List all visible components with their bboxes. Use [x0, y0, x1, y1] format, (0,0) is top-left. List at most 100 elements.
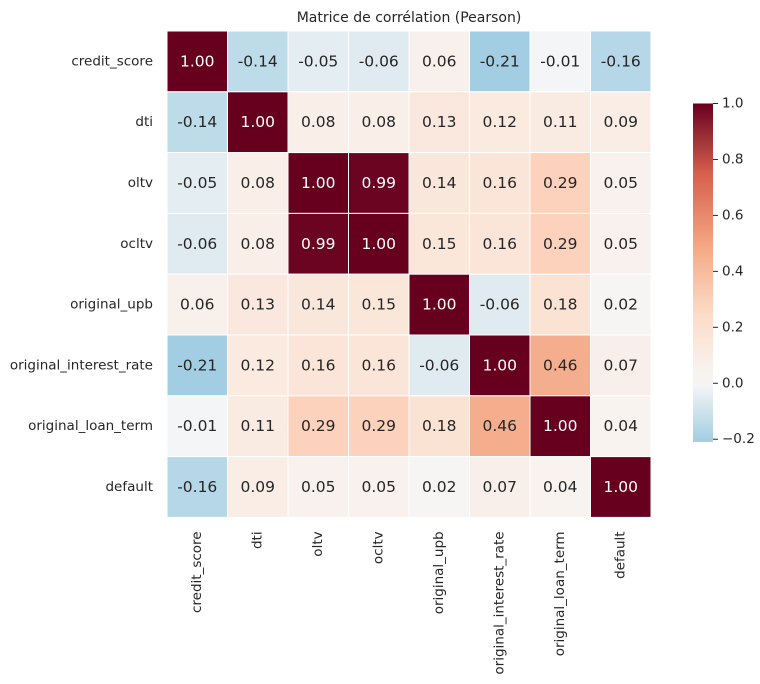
cell-value-label: -0.06 [480, 296, 520, 314]
heatmap-cell-ocltv-original_loan_term [529, 212, 591, 275]
heatmap-cell-credit_score-oltv [287, 30, 349, 93]
heatmap-cell-original_loan_term-default [590, 395, 652, 458]
column-label-ocltv: ocltv [371, 531, 387, 564]
cell-value-label: -0.16 [601, 52, 641, 70]
cell-value-label: 0.05 [603, 174, 638, 192]
row-label-ocltv: ocltv [120, 236, 153, 252]
cell-value-label: 0.08 [240, 174, 275, 192]
colorbar-tick-label: −0.2 [722, 431, 755, 447]
column-label-default: default [613, 531, 629, 579]
heatmap-cell-oltv-oltv [287, 152, 349, 214]
cell-value-label: 0.06 [180, 296, 215, 314]
heatmap-cell-default-credit_score [166, 456, 228, 518]
heatmap-cell-original_loan_term-oltv [287, 395, 349, 458]
chart-title: Matrice de corrélation (Pearson) [297, 10, 522, 26]
heatmap-cell-original_interest_rate-default [590, 334, 652, 397]
heatmap-cell-dti-ocltv [348, 91, 410, 154]
cell-value-label: -0.05 [177, 174, 217, 192]
cell-value-label: 1.00 [603, 478, 638, 496]
heatmap-cell-original_interest_rate-dti [227, 334, 289, 397]
heatmap-cell-original_upb-original_upb [408, 273, 470, 336]
cell-value-label: 0.29 [543, 174, 578, 192]
colorbar-tick-label: 0.4 [722, 263, 743, 279]
colorbar-ticks: −0.2 0.0 0.2 0.4 0.6 0.8 1.0 [713, 96, 755, 447]
heatmap-cell-original_loan_term-original_upb [408, 395, 470, 458]
cell-value-label: -0.01 [177, 417, 217, 435]
heatmap-cell-default-dti [227, 456, 289, 518]
colorbar-tick-label: 0.8 [722, 151, 743, 167]
heatmap-cell-ocltv-ocltv [348, 212, 410, 275]
row-label-original_upb: original_upb [70, 297, 153, 313]
heatmap-cell-original_loan_term-dti [227, 395, 289, 458]
cell-value-label: 1.00 [180, 52, 215, 70]
cell-value-label: 0.99 [361, 174, 396, 192]
heatmap-cell-original_interest_rate-original_loan_term [529, 334, 591, 397]
cell-value-label: -0.16 [177, 478, 217, 496]
cell-value-label: -0.01 [540, 52, 580, 70]
heatmap-cell-default-oltv [287, 456, 349, 518]
heatmap-cell-dti-original_interest_rate [469, 91, 531, 154]
cell-value-label: 0.15 [422, 235, 457, 253]
cell-value-label: 1.00 [543, 417, 578, 435]
cell-value-label: 0.16 [301, 356, 336, 374]
row-label-original_loan_term: original_loan_term [28, 418, 153, 434]
cell-value-label: 1.00 [422, 296, 457, 314]
cell-value-label: 0.04 [543, 478, 578, 496]
cell-value-label: 0.13 [422, 113, 457, 131]
cell-value-label: 0.12 [240, 356, 275, 374]
colorbar: −0.2 0.0 0.2 0.4 0.6 0.8 1.0 [693, 96, 755, 447]
cell-value-label: 1.00 [482, 356, 517, 374]
heatmap-cell-oltv-credit_score [166, 152, 228, 214]
heatmap-cell-default-default [590, 456, 652, 518]
heatmap-cell-original_loan_term-original_interest_rate [469, 395, 531, 458]
cell-value-label: 0.46 [482, 417, 517, 435]
heatmap-cell-credit_score-original_interest_rate [469, 30, 531, 93]
column-label-dti: dti [250, 531, 266, 549]
cell-value-label: 0.14 [422, 174, 457, 192]
cell-value-label: 0.18 [543, 296, 578, 314]
column-label-oltv: oltv [310, 531, 326, 556]
heatmap-cell-oltv-default [590, 152, 652, 214]
cell-value-label: -0.06 [177, 235, 217, 253]
cell-value-label: -0.21 [480, 52, 520, 70]
cell-value-label: 0.05 [301, 478, 336, 496]
heatmap-cell-dti-default [590, 91, 652, 154]
row-label-oltv: oltv [128, 175, 153, 191]
heatmap-cell-oltv-original_loan_term [529, 152, 591, 214]
heatmap-cell-original_loan_term-original_loan_term [529, 395, 591, 458]
heatmap-cell-oltv-original_interest_rate [469, 152, 531, 214]
cell-value-label: -0.05 [298, 52, 338, 70]
cell-value-label: 0.04 [603, 417, 638, 435]
heatmap-cell-default-original_upb [408, 456, 470, 518]
cell-value-label: 0.99 [301, 235, 336, 253]
heatmap-cell-default-original_interest_rate [469, 456, 531, 518]
colorbar-gradient [693, 103, 713, 442]
cell-value-label: 0.15 [361, 296, 396, 314]
row-label-default: default [105, 479, 153, 495]
cell-value-label: 0.05 [603, 235, 638, 253]
heatmap-cells: 1.00 -0.14 -0.05 -0.06 0.06 -0.21 -0.01 -0.16 -0… [166, 30, 652, 518]
row-label-original_interest_rate: original_interest_rate [10, 357, 153, 373]
cell-value-label: 0.13 [240, 296, 275, 314]
row-label-credit_score: credit_score [71, 53, 153, 69]
heatmap-cell-credit_score-dti [227, 30, 289, 93]
cell-value-label: 0.11 [240, 417, 275, 435]
cell-value-label: 0.05 [361, 478, 396, 496]
cell-value-label: 0.18 [422, 417, 457, 435]
heatmap-cell-original_upb-ocltv [348, 273, 410, 336]
cell-value-label: 0.11 [543, 113, 578, 131]
cell-value-label: 0.29 [543, 235, 578, 253]
heatmap-cell-oltv-ocltv [348, 152, 410, 214]
cell-value-label: 0.14 [301, 296, 336, 314]
colorbar-tick-label: 0.6 [722, 207, 743, 223]
column-tick-labels: credit_score dti oltv ocltv original_upb orig… [189, 531, 629, 674]
cell-value-label: -0.14 [238, 52, 278, 70]
cell-value-label: 0.08 [361, 113, 396, 131]
colorbar-tick-label: 0.0 [722, 375, 743, 391]
heatmap-cell-oltv-original_upb [408, 152, 470, 214]
cell-value-label: 1.00 [240, 113, 275, 131]
cell-value-label: 0.08 [240, 235, 275, 253]
heatmap-cell-original_interest_rate-original_interest_rate [469, 334, 531, 397]
heatmap-cell-credit_score-default [590, 30, 652, 93]
